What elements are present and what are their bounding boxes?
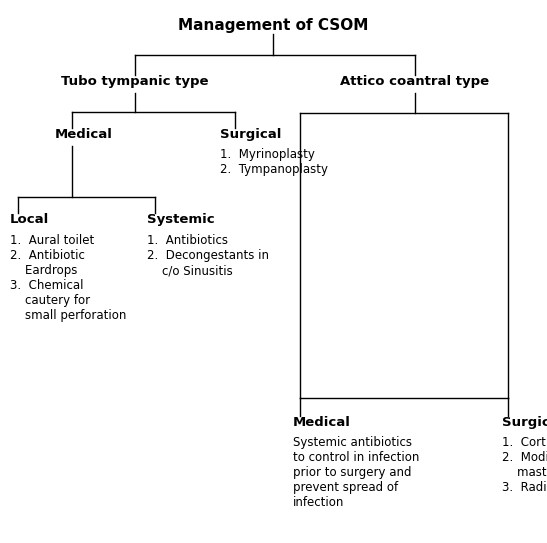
Text: Tubo tympanic type: Tubo tympanic type	[61, 75, 209, 88]
Text: Management of CSOM: Management of CSOM	[178, 18, 369, 33]
Text: Medical: Medical	[293, 416, 351, 429]
Text: 1.  Myrinoplasty
2.  Tympanoplasty: 1. Myrinoplasty 2. Tympanoplasty	[220, 148, 328, 176]
Text: 1.  Aural toilet
2.  Antibiotic
    Eardrops
3.  Chemical
    cautery for
    sm: 1. Aural toilet 2. Antibiotic Eardrops 3…	[10, 234, 126, 322]
Text: 1.  Antibiotics
2.  Decongestants in
    c/o Sinusitis: 1. Antibiotics 2. Decongestants in c/o S…	[147, 234, 269, 277]
Text: Attico coantral type: Attico coantral type	[340, 75, 490, 88]
Text: Surgical: Surgical	[220, 128, 281, 141]
Text: Surgical: Surgical	[502, 416, 547, 429]
Text: Systemic antibiotics
to control in infection
prior to surgery and
prevent spread: Systemic antibiotics to control in infec…	[293, 436, 420, 509]
Text: Local: Local	[10, 213, 49, 226]
Text: Systemic: Systemic	[147, 213, 214, 226]
Text: Medical: Medical	[55, 128, 113, 141]
Text: 1.  Cortical Mastoidectomy
2.  Modified Radical
    mastoidectomy
3.  Radical ma: 1. Cortical Mastoidectomy 2. Modified Ra…	[502, 436, 547, 494]
